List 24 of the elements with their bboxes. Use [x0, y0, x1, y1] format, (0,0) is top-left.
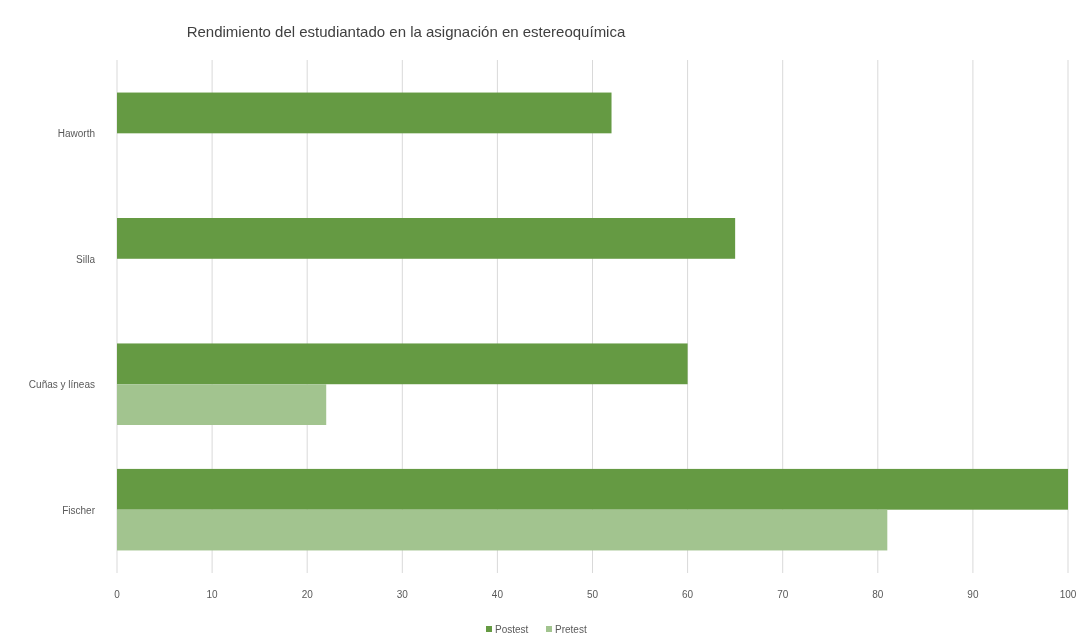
bar: [117, 92, 612, 134]
x-tick-label: 100: [1059, 589, 1077, 600]
x-tick-label: 40: [491, 589, 504, 600]
y-tick-label: Haworth: [57, 128, 95, 140]
bar: [117, 468, 1068, 510]
y-tick-label: Silla: [76, 253, 96, 265]
x-tick-label: 60: [682, 589, 694, 600]
x-tick-label: 30: [396, 589, 409, 600]
x-tick-label: 80: [872, 589, 884, 600]
x-tick-label: 20: [301, 589, 314, 600]
y-tick-label: Fischer: [62, 504, 96, 516]
legend-label: Pretest: [555, 624, 587, 635]
x-tick-label: 50: [586, 589, 599, 600]
chart-title: Rendimiento del estudiantado en la asignación en estereoquímica: [186, 23, 626, 40]
bar: [117, 384, 327, 425]
bar: [117, 509, 888, 551]
x-tick-label: 70: [777, 589, 789, 600]
x-tick-label: 0: [114, 589, 121, 600]
y-tick-label: Cuñas y líneas: [28, 379, 95, 391]
x-tick-label: 10: [206, 589, 219, 600]
x-tick-label: 90: [967, 589, 979, 600]
legend-label: Postest: [495, 624, 529, 635]
bar: [117, 218, 736, 259]
bar: [117, 343, 688, 385]
